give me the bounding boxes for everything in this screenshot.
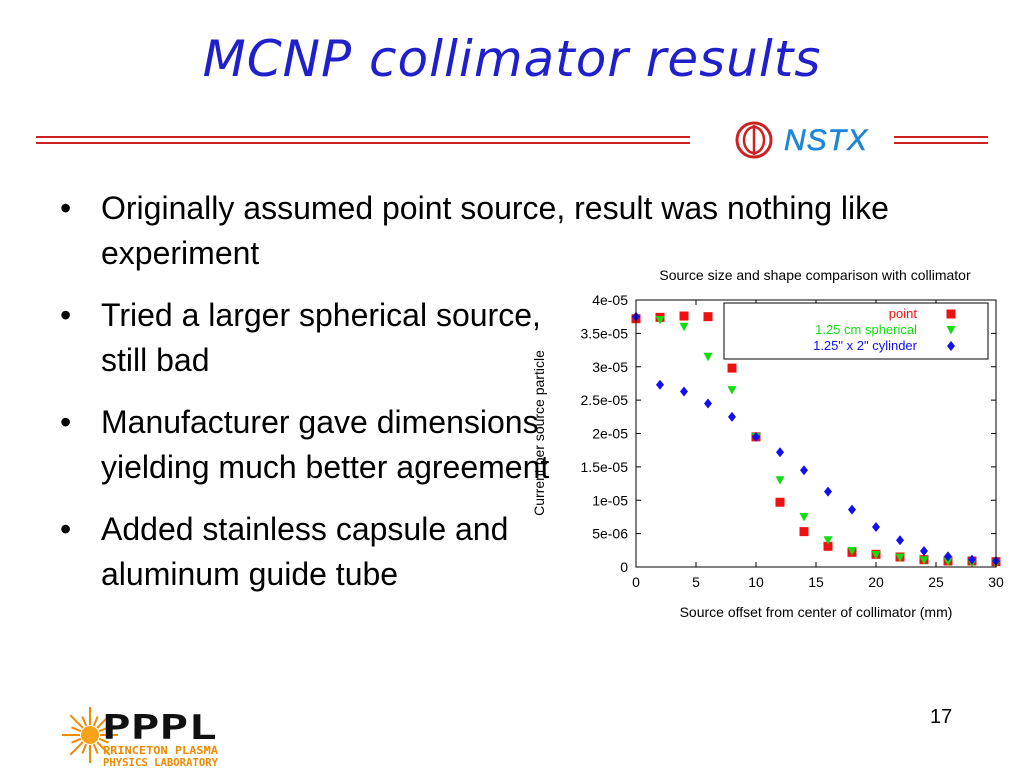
bullet-text: Originally assumed point source, result … bbox=[101, 190, 889, 271]
header-divider: NSTX bbox=[36, 112, 988, 172]
slide-title: MCNP collimator results bbox=[202, 30, 822, 88]
scatter-chart: Source size and shape comparison with co… bbox=[531, 267, 1004, 620]
x-tick-label: 25 bbox=[928, 574, 944, 590]
y-tick-label: 4e-05 bbox=[592, 292, 628, 308]
data-point bbox=[895, 553, 905, 563]
x-tick-label: 5 bbox=[692, 574, 700, 590]
data-point bbox=[800, 465, 808, 476]
x-tick-label: 15 bbox=[808, 574, 824, 590]
data-point bbox=[823, 541, 833, 551]
pppl-logo-main: PPPL bbox=[102, 708, 217, 748]
data-point bbox=[727, 386, 737, 395]
data-point bbox=[679, 322, 689, 332]
legend-box bbox=[723, 302, 989, 360]
data-point bbox=[968, 554, 976, 565]
data-point bbox=[775, 497, 785, 507]
y-axis-label: Current per source particle bbox=[531, 350, 547, 516]
pppl-logo-line1: PRINCETON PLASMA bbox=[103, 744, 218, 757]
pppl-logo: PPPL PRINCETON PLASMA PHYSICS LABORATORY bbox=[62, 707, 218, 768]
data-point bbox=[679, 311, 689, 321]
sunburst-icon bbox=[62, 707, 118, 763]
legend-label: 1.25" x 2" cylinder bbox=[813, 338, 918, 353]
data-point bbox=[847, 546, 857, 556]
data-point bbox=[775, 476, 785, 485]
data-point bbox=[727, 363, 737, 373]
x-axis-label: Source offset from center of collimator … bbox=[680, 604, 953, 620]
x-tick-label: 10 bbox=[748, 574, 764, 590]
y-tick-label: 1e-05 bbox=[592, 492, 628, 508]
bullet-list: • Originally assumed point source, result… bbox=[60, 186, 921, 614]
data-point bbox=[728, 411, 736, 422]
legend-marker bbox=[946, 309, 956, 319]
data-point bbox=[656, 379, 664, 390]
y-tick-label: 2.5e-05 bbox=[581, 392, 629, 408]
y-tick-label: 3.5e-05 bbox=[581, 325, 629, 341]
legend-marker bbox=[947, 341, 955, 351]
data-point bbox=[823, 536, 833, 545]
bullet-item: • Originally assumed point source, result… bbox=[60, 190, 889, 271]
y-tick-label: 1.5e-05 bbox=[581, 459, 629, 475]
data-point bbox=[848, 504, 856, 515]
chart-title: Source size and shape comparison with co… bbox=[659, 267, 971, 283]
legend-marker bbox=[946, 326, 956, 335]
legend-label: point bbox=[889, 306, 918, 321]
y-tick-label: 3e-05 bbox=[592, 359, 628, 375]
data-point bbox=[944, 551, 952, 562]
bullet-item: • Tried a larger spherical source, still … bbox=[60, 297, 541, 378]
y-tick-label: 2e-05 bbox=[592, 426, 628, 442]
x-tick-label: 30 bbox=[988, 574, 1004, 590]
left-divider-line bbox=[36, 136, 690, 144]
data-point bbox=[704, 398, 712, 409]
data-point bbox=[871, 550, 881, 560]
bullet-text: Tried a larger spherical source, still b… bbox=[101, 297, 541, 378]
data-point bbox=[703, 352, 713, 362]
x-tick-label: 20 bbox=[868, 574, 884, 590]
data-point bbox=[824, 486, 832, 497]
nstx-logo-text: NSTX bbox=[784, 124, 869, 158]
data-point bbox=[896, 535, 904, 546]
y-tick-label: 5e-06 bbox=[592, 526, 628, 542]
data-point bbox=[680, 386, 688, 397]
data-point bbox=[776, 447, 784, 458]
data-point bbox=[799, 527, 809, 537]
y-tick-label: 0 bbox=[620, 559, 628, 575]
data-point bbox=[919, 556, 929, 565]
bullet-item: • Added stainless capsule and aluminum gu… bbox=[60, 511, 509, 592]
right-divider-line bbox=[894, 136, 988, 144]
plot-frame bbox=[635, 299, 997, 568]
data-point bbox=[920, 545, 928, 556]
bullet-text: Manufacturer gave dimensions yielding mu… bbox=[101, 404, 550, 485]
page-number: 17 bbox=[930, 706, 953, 728]
data-point bbox=[943, 557, 953, 567]
nstx-logo-icon bbox=[735, 121, 773, 159]
bullet-item: • Manufacturer gave dimensions yielding m… bbox=[60, 404, 550, 485]
data-point bbox=[799, 512, 809, 522]
bullet-text: Added stainless capsule and aluminum gui… bbox=[101, 511, 509, 592]
data-point bbox=[872, 521, 880, 532]
data-point bbox=[655, 316, 665, 325]
legend-label: 1.25 cm spherical bbox=[815, 322, 917, 337]
x-tick-label: 0 bbox=[632, 574, 640, 590]
pppl-logo-line2: PHYSICS LABORATORY bbox=[103, 756, 218, 768]
data-point bbox=[752, 431, 760, 442]
data-point bbox=[703, 312, 713, 322]
